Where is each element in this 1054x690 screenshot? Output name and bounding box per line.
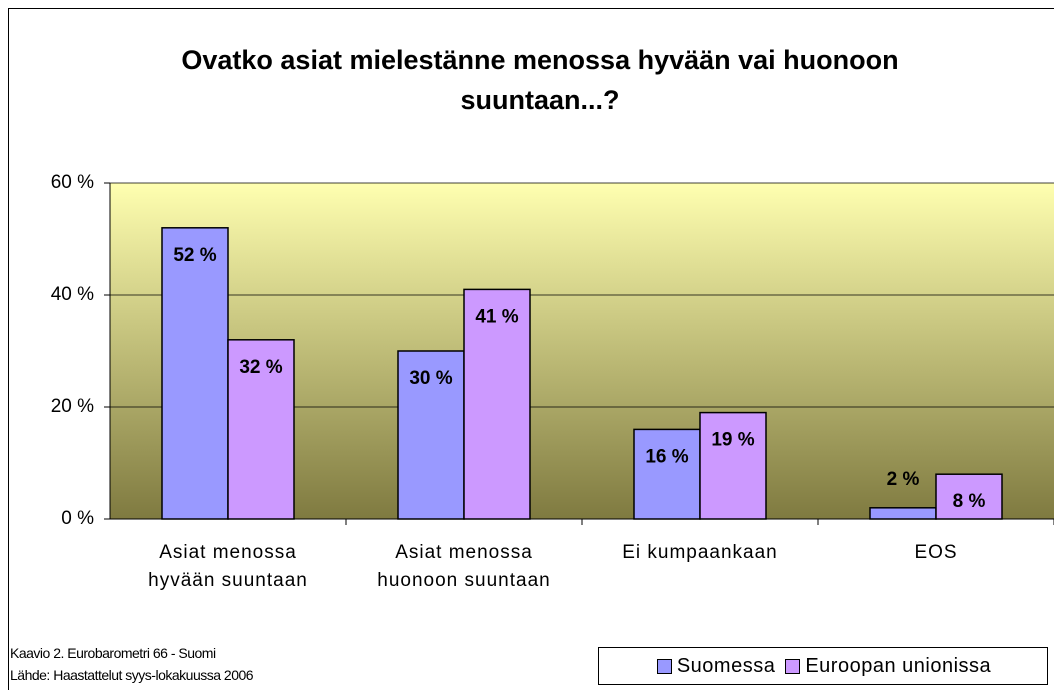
footnote: Kaavio 2. Eurobarometri 66 - Suomi <box>10 645 216 661</box>
bar <box>161 227 229 520</box>
chart-title: Ovatko asiat mielestänne menossa hyvään … <box>181 45 899 115</box>
legend: Suomessa Euroopan unionissa <box>598 647 1048 685</box>
bar <box>633 428 701 520</box>
data-label: 19 % <box>711 430 754 451</box>
data-label: 30 % <box>409 368 452 389</box>
x-tick-label: Ei kumpaankaan <box>622 542 778 563</box>
x-tick-label: Asiat menossa hyvään suuntaan <box>148 542 308 591</box>
frame <box>8 8 1054 690</box>
legend-label: Suomessa <box>676 654 776 677</box>
data-label: 2 % <box>887 469 920 490</box>
y-tick-label: 40 % <box>51 284 94 305</box>
data-label: 8 % <box>953 491 986 512</box>
y-tick-label: 60 % <box>51 172 94 193</box>
bar <box>869 507 937 520</box>
x-tick-label: Asiat menossa huonoon suuntaan <box>377 542 551 591</box>
legend-label: Euroopan unionissa <box>805 654 992 677</box>
legend-swatch <box>785 658 801 674</box>
data-label: 16 % <box>645 446 688 467</box>
y-tick-label: 0 % <box>61 508 94 529</box>
x-tick-label: EOS <box>914 542 958 563</box>
legend-swatch <box>656 658 672 674</box>
bar <box>699 411 767 520</box>
footnote: Lähde: Haastattelut syys-lokakuussa 2006 <box>10 667 254 683</box>
data-label: 52 % <box>173 245 216 266</box>
bar <box>397 350 465 520</box>
bar <box>463 288 531 520</box>
bar <box>935 473 1003 520</box>
data-label: 41 % <box>475 306 518 327</box>
y-tick-label: 20 % <box>51 396 94 417</box>
data-label: 32 % <box>239 357 282 378</box>
